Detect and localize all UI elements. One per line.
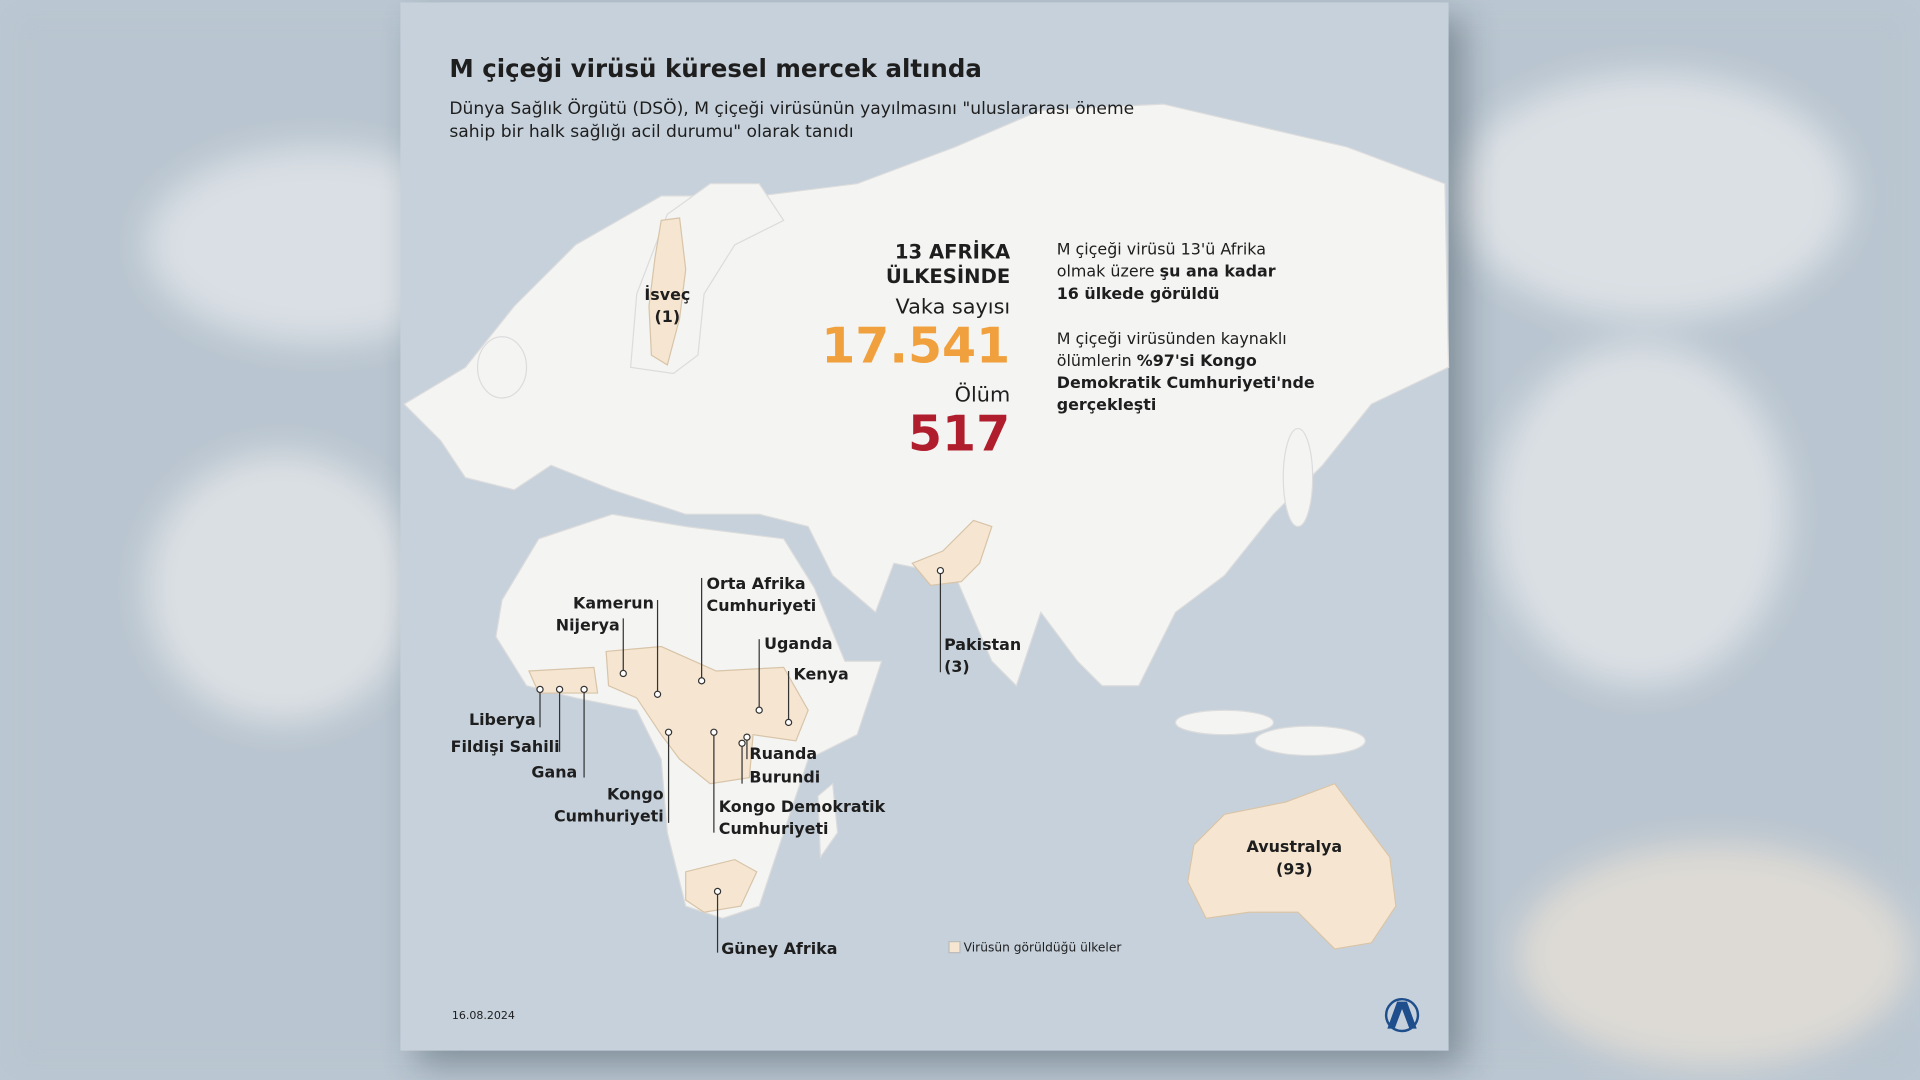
country-label: Gana xyxy=(531,763,577,782)
info-line: M çiçeği virüsü 13'ü Afrika xyxy=(1057,240,1266,259)
legend-swatch xyxy=(948,941,961,954)
leader-dot xyxy=(784,718,793,727)
britain xyxy=(476,336,528,399)
country-label: Cumhuriyeti xyxy=(554,807,664,826)
country-label: Nijerya xyxy=(556,616,620,635)
country-label: Ruanda xyxy=(749,744,817,763)
country-label: Cumhuriyeti xyxy=(707,596,817,615)
country-label: (3) xyxy=(944,657,970,676)
leader-dot xyxy=(664,728,673,736)
subtitle: Dünya Sağlık Örgütü (DSÖ), M çiçeği virü… xyxy=(449,97,1134,119)
islands xyxy=(1174,709,1275,736)
country-label: Burundi xyxy=(749,767,820,786)
cases-value: 17.541 xyxy=(821,317,1010,374)
info-line: M çiçeği virüsünden kaynaklı xyxy=(1057,329,1287,348)
country-label: Cumhuriyeti xyxy=(719,819,829,838)
leader-dot xyxy=(713,887,722,896)
leader-dot xyxy=(555,685,564,694)
leader-dot xyxy=(755,706,763,714)
country-label: (93) xyxy=(1276,859,1313,878)
subtitle: sahip bir halk sağlığı acil durumu" olar… xyxy=(449,122,853,142)
leader-dot xyxy=(738,739,746,747)
logo-mark xyxy=(1387,1001,1417,1029)
info-line: Demokratik Cumhuriyeti'nde xyxy=(1057,373,1315,392)
info-line: gerçekleşti xyxy=(1057,395,1157,414)
leader-dot xyxy=(580,685,588,694)
south-africa xyxy=(685,858,758,913)
islands xyxy=(1254,725,1366,757)
info-segment: %97'si Kongo xyxy=(1137,351,1257,370)
west-africa xyxy=(528,666,599,694)
leader-dot xyxy=(536,685,544,694)
country-label: Kamerun xyxy=(573,594,654,613)
info-segment: olmak üzere xyxy=(1057,262,1160,281)
deaths-value: 517 xyxy=(908,406,1010,463)
date: 16.08.2024 xyxy=(452,1009,515,1022)
country-label: İsveç xyxy=(644,285,690,304)
leader-dot xyxy=(653,690,662,698)
deaths-label: Ölüm xyxy=(955,382,1011,407)
country-labels: İsveç (1) Kamerun Nijerya Orta Afrika Cumhuri… xyxy=(451,285,1342,958)
region: ÜLKESİNDE xyxy=(886,264,1010,288)
country-label: Fildişi Sahili xyxy=(451,737,560,756)
info-segment: gerçekleşti xyxy=(1057,395,1157,414)
leader-dot xyxy=(710,728,718,736)
australia-fill xyxy=(1187,782,1397,950)
country-label: Güney Afrika xyxy=(721,939,837,958)
japan xyxy=(1282,427,1314,528)
country-label: Kongo xyxy=(607,785,664,804)
affected-countries xyxy=(528,217,1397,950)
central-africa xyxy=(605,645,809,785)
info-segment: ölümlerin xyxy=(1057,351,1137,370)
leader-dot xyxy=(619,669,627,678)
country-label: Kenya xyxy=(793,665,848,684)
info-line: olmak üzere şu ana kadar xyxy=(1057,262,1276,281)
country-label: Kongo Demokratik xyxy=(719,797,886,816)
info-line: 16 ülkede görüldü xyxy=(1057,284,1220,303)
logo-ring xyxy=(1384,997,1420,1033)
info-segment: M çiçeği virüsü 13'ü Afrika xyxy=(1057,240,1266,259)
madagascar xyxy=(817,782,839,859)
cases-label: Vaka sayısı xyxy=(896,294,1011,318)
texts: M çiçeği virüsü küresel mercek altında Dü… xyxy=(449,54,1314,1022)
country-label: Liberya xyxy=(469,710,536,729)
leader-dot xyxy=(697,677,706,685)
info-line: ölümlerin %97'si Kongo xyxy=(1057,351,1257,370)
info-segment: şu ana kadar xyxy=(1160,262,1276,281)
country-label: Pakistan xyxy=(944,635,1021,654)
info-segment: M çiçeği virüsünden kaynaklı xyxy=(1057,329,1287,348)
legend-label: Virüsün görüldüğü ülkeler xyxy=(964,940,1123,954)
region: 13 AFRİKA xyxy=(895,239,1011,263)
sweden xyxy=(648,217,687,366)
country-label: Orta Afrika xyxy=(707,574,806,593)
country-label: Uganda xyxy=(764,634,832,653)
title: M çiçeği virüsü küresel mercek altında xyxy=(449,54,982,83)
country-label: Avustralya xyxy=(1246,837,1342,856)
country-label: (1) xyxy=(655,307,681,326)
pakistan xyxy=(911,519,993,586)
info-segment: 16 ülkede görüldü xyxy=(1057,284,1220,303)
logo xyxy=(1384,997,1420,1033)
leader-dot xyxy=(743,733,751,741)
info-segment: Demokratik Cumhuriyeti'nde xyxy=(1057,373,1315,392)
leader-dot xyxy=(936,566,945,575)
